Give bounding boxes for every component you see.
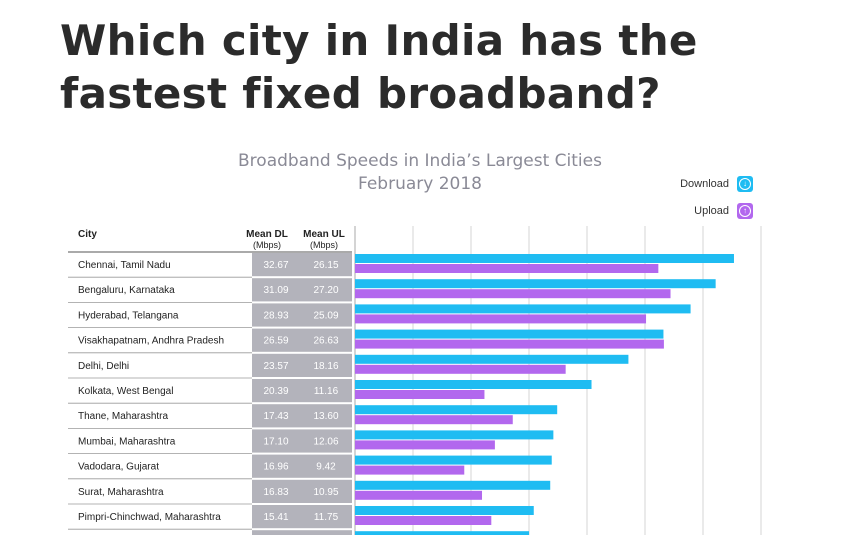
ul-value-cell xyxy=(300,404,352,428)
ul-value-cell xyxy=(300,353,352,377)
download-bar xyxy=(355,455,552,465)
legend-download-label: Download xyxy=(680,178,729,190)
upload-bar xyxy=(355,415,513,425)
download-arrow-icon: ↓ xyxy=(737,176,753,192)
dl-value-cell xyxy=(252,328,300,352)
dl-value-label: 32.67 xyxy=(263,260,288,271)
ul-value-label: 13.60 xyxy=(313,411,338,422)
dl-value-cell xyxy=(252,253,300,277)
download-bar xyxy=(355,380,592,389)
ul-value-label: 10.95 xyxy=(313,487,338,498)
city-label: Hyderabad, Telangana xyxy=(78,310,179,321)
download-bar xyxy=(355,254,734,263)
dl-value-cell xyxy=(252,404,300,428)
city-label: Thane, Maharashtra xyxy=(78,411,168,422)
city-label: Surat, Maharashtra xyxy=(78,487,164,498)
ul-value-label: 18.16 xyxy=(313,361,338,372)
city-label: Delhi, Delhi xyxy=(78,361,129,372)
headline-line-1: Which city in India has the xyxy=(60,16,698,65)
city-label: Mumbai, Maharashtra xyxy=(78,436,176,447)
upload-bar xyxy=(355,364,566,374)
column-header-mean-dl: Mean DL (Mbps) xyxy=(240,229,294,251)
column-header-mean-ul-label: Mean UL xyxy=(303,229,345,240)
city-label: Vadodara, Gujarat xyxy=(78,462,159,473)
ul-value-cell xyxy=(300,479,352,503)
dl-value-label: 15.41 xyxy=(263,512,288,523)
ul-value-cell xyxy=(300,278,352,302)
download-bar xyxy=(355,480,551,490)
legend-upload-label: Upload xyxy=(694,205,729,217)
download-bar xyxy=(355,430,554,440)
dl-value-cell xyxy=(252,505,300,529)
page-headline: Which city in India has the fastest fixe… xyxy=(60,14,820,120)
dl-value-cell xyxy=(252,353,300,377)
ul-value-cell xyxy=(300,253,352,277)
dl-value-label: 23.57 xyxy=(263,361,288,372)
upload-bar xyxy=(355,339,664,349)
ul-value-label: 26.15 xyxy=(313,260,338,271)
headline-line-2: fastest fixed broadband? xyxy=(60,69,661,118)
ul-value-cell xyxy=(300,303,352,327)
dl-value-label: 17.43 xyxy=(263,411,288,422)
chart-subtitle: February 2018 xyxy=(358,174,482,194)
upload-bar xyxy=(355,516,492,525)
upload-bar xyxy=(355,465,465,475)
next-row-cell xyxy=(252,530,352,535)
dl-value-cell xyxy=(252,454,300,478)
dl-value-label: 28.93 xyxy=(263,310,288,321)
column-header-mean-dl-label: Mean DL xyxy=(246,229,288,240)
column-header-city: City xyxy=(78,229,97,240)
legend-download: Download ↓ xyxy=(680,176,753,192)
dl-value-label: 16.83 xyxy=(263,487,288,498)
ul-value-label: 11.75 xyxy=(314,512,339,523)
dl-value-cell xyxy=(252,278,300,302)
city-label: Visakhapatnam, Andhra Pradesh xyxy=(78,336,224,347)
upload-bar xyxy=(355,390,485,399)
ul-value-label: 26.63 xyxy=(313,336,338,347)
dl-value-cell xyxy=(252,379,300,403)
ul-value-label: 11.16 xyxy=(314,386,339,397)
column-header-mean-ul-unit: (Mbps) xyxy=(309,240,338,250)
download-bar xyxy=(355,329,664,339)
upload-bar xyxy=(355,289,671,299)
download-bar xyxy=(355,279,716,289)
download-bar xyxy=(355,354,629,364)
dl-value-cell xyxy=(252,429,300,453)
city-label: Pimpri-Chinchwad, Maharashtra xyxy=(78,512,221,523)
dl-value-label: 26.59 xyxy=(263,336,288,347)
upload-bar xyxy=(355,264,659,273)
download-bar xyxy=(355,405,558,415)
ul-value-cell xyxy=(300,505,352,529)
upload-bar xyxy=(355,490,483,500)
download-bar xyxy=(355,304,691,314)
city-label: Bengaluru, Karnataka xyxy=(78,285,175,296)
ul-value-label: 27.20 xyxy=(313,285,338,296)
dl-value-label: 31.09 xyxy=(263,285,288,296)
column-header-mean-ul: Mean UL (Mbps) xyxy=(297,229,351,251)
city-label: Chennai, Tamil Nadu xyxy=(78,260,171,271)
dl-value-label: 20.39 xyxy=(263,386,288,397)
dl-value-cell xyxy=(252,479,300,503)
download-bar xyxy=(355,506,534,515)
city-label: Kolkata, West Bengal xyxy=(78,386,173,397)
upload-arrow-icon: ↑ xyxy=(737,203,753,219)
upload-bar xyxy=(355,440,495,450)
ul-value-cell xyxy=(300,328,352,352)
upload-bar xyxy=(355,314,647,324)
chart-title: Broadband Speeds in India’s Largest Citi… xyxy=(238,151,602,171)
ul-value-label: 12.06 xyxy=(313,436,338,447)
column-header-mean-dl-unit: (Mbps) xyxy=(252,240,281,250)
legend-upload: Upload ↑ xyxy=(694,203,753,219)
dl-value-label: 17.10 xyxy=(263,436,288,447)
ul-value-cell xyxy=(300,379,352,403)
dl-value-cell xyxy=(252,303,300,327)
dl-value-label: 16.96 xyxy=(263,462,288,473)
ul-value-cell xyxy=(300,429,352,453)
next-row-bar xyxy=(355,531,529,535)
ul-value-label: 9.42 xyxy=(316,462,336,473)
ul-value-cell xyxy=(300,454,352,478)
ul-value-label: 25.09 xyxy=(313,310,338,321)
